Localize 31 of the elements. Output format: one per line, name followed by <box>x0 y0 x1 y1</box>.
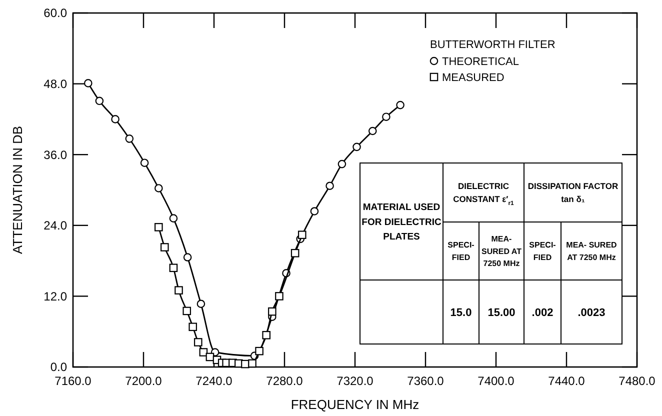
x-tick-label: 7200.0 <box>125 374 162 388</box>
annotation: DISSIPATION FACTOR tan δ₁ <box>528 180 618 204</box>
x-tick-label: 7360.0 <box>407 374 444 388</box>
legend-label: MEASURED <box>442 72 504 84</box>
legend-label: THEORETICAL <box>442 56 520 68</box>
annotation: MATERIAL USED FOR DIELECTRIC PLATES <box>362 202 442 243</box>
annotation: MEA- SURED AT 7250 MHz <box>566 240 618 262</box>
y-tick-label: 12.0 <box>44 289 68 304</box>
y-tick-label: 60.0 <box>44 6 68 20</box>
annotation: .0023 <box>578 306 606 319</box>
y-tick-label: 24.0 <box>44 218 68 233</box>
annotation: MEA- SURED AT 7250 MHz <box>482 234 522 268</box>
y-tick-label: 36.0 <box>44 148 68 162</box>
annotation: SPECI- FIED <box>448 240 475 262</box>
x-tick-label: 7320.0 <box>336 374 374 388</box>
annotation: 15.00 <box>488 306 516 319</box>
annotation: 15.0 <box>450 306 472 319</box>
annotation: DIELECTRIC CONSTANT ε′$_{r1}$ <box>453 180 515 208</box>
y-axis-title: ATTENUATION IN DB <box>10 126 25 254</box>
x-tick-label: 7440.0 <box>548 374 586 388</box>
x-axis-title: FREQUENCY IN MHz <box>290 397 420 412</box>
x-tick-label: 7400.0 <box>478 374 515 388</box>
y-tick-label: 0.0 <box>50 360 68 374</box>
legend-title: BUTTERWORTH FILTER <box>430 39 556 51</box>
x-tick-label: 7480.0 <box>618 374 656 388</box>
annotation: SPECI- FIED <box>529 240 556 262</box>
annotation: .002 <box>532 306 554 319</box>
x-tick-label: 7240.0 <box>196 374 233 388</box>
x-tick-label: 7160.0 <box>54 374 92 388</box>
y-tick-label: 48.0 <box>44 77 68 91</box>
x-tick-label: 7280.0 <box>266 374 304 388</box>
